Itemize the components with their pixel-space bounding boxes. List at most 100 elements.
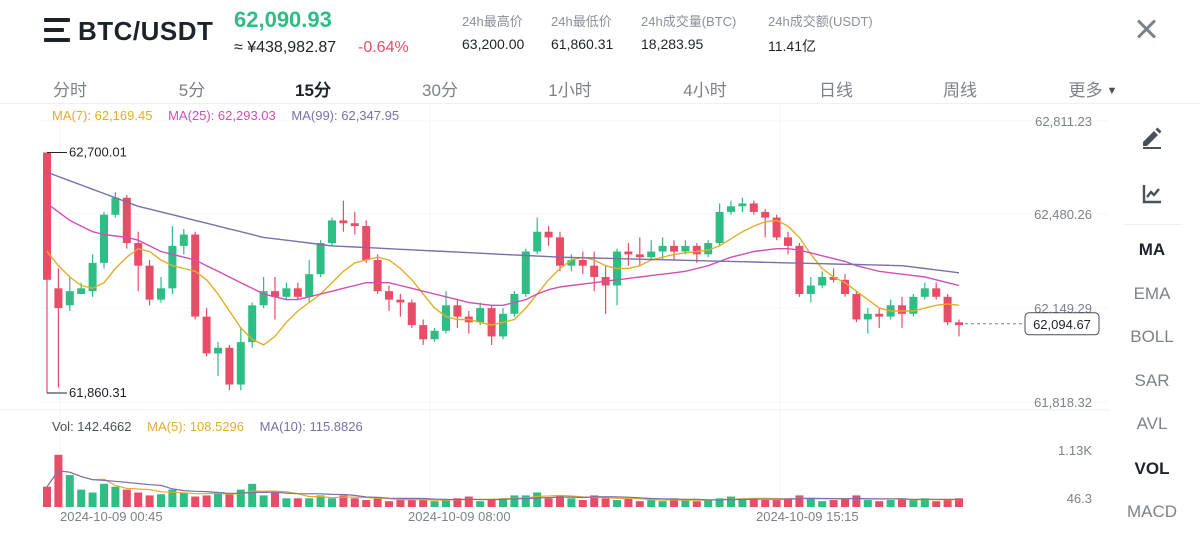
volume-bar (544, 498, 553, 507)
change-percent: -0.64% (358, 39, 409, 56)
indicator-sar[interactable]: SAR (1134, 371, 1170, 390)
volume-bar (453, 498, 462, 507)
volume-bar (111, 486, 120, 507)
vol-ma5-legend: MA(5): 108.5296 (147, 419, 244, 434)
volume-bar (898, 498, 906, 507)
candle-body (932, 288, 941, 297)
candle-body (841, 279, 849, 294)
indicator-ema[interactable]: EMA (1133, 284, 1171, 303)
volume-bar (510, 495, 519, 507)
volume-bar (704, 500, 713, 507)
ma99-legend: MA(99): 62,347.95 (291, 108, 400, 123)
volume-bar (157, 494, 165, 507)
ma7-line (46, 219, 960, 346)
tab-1d[interactable]: 日线 (819, 76, 853, 101)
candle-body (909, 296, 918, 314)
candle-body (316, 243, 325, 275)
candle-body (305, 274, 314, 297)
indicator-avl[interactable]: AVL (1136, 414, 1168, 433)
volume-bar (556, 495, 564, 507)
candle-body (806, 285, 815, 294)
candle-body (499, 313, 507, 337)
pair-title[interactable]: BTC/USDT (78, 16, 214, 46)
candle-body (658, 245, 667, 252)
draw-tool-button[interactable] (1124, 124, 1180, 155)
stat-value: 63,200.00 (462, 36, 525, 52)
header: BTC/USDT 62,090.93 ≈ ¥438,982.87 -0.64% … (0, 0, 1200, 68)
candle-body (567, 260, 576, 266)
volume-bar (521, 495, 530, 507)
candle-body (157, 288, 165, 300)
volume-legend: Vol: 142.4662 MA(5): 108.5296 MA(10): 11… (52, 419, 375, 434)
volume-bar (225, 494, 234, 507)
candle-body (578, 260, 587, 266)
tab-5m[interactable]: 5分 (179, 76, 205, 101)
indicator-ma[interactable]: MA (1138, 240, 1166, 259)
tab-1w[interactable]: 周线 (943, 76, 977, 101)
volume-bar (145, 495, 154, 507)
indicator-macd[interactable]: MACD (1126, 502, 1178, 521)
candle-body (556, 237, 564, 266)
candle-body (179, 234, 188, 246)
tab-15m[interactable]: 15分 (295, 76, 331, 101)
current-price-label: 62,094.67 (1033, 317, 1091, 332)
volume-bar (578, 500, 587, 507)
candle-body (100, 214, 108, 263)
cny-price: ≈ ¥438,982.87 (234, 39, 337, 56)
volume-bar (293, 498, 302, 507)
candle-body (521, 251, 530, 294)
volume-bar (749, 498, 758, 507)
candle-body (784, 237, 792, 246)
menu-icon[interactable] (44, 18, 70, 42)
volume-bar (248, 483, 257, 507)
kline-chart[interactable]: 62,811.23 62,480.26 62,149.29 61,818.32 62,7… (0, 104, 1110, 524)
volume-bar (88, 492, 97, 507)
candle-body (430, 330, 439, 340)
volume-bar (590, 495, 599, 507)
candle-body (419, 325, 428, 340)
indicator-vol[interactable]: VOL (1134, 459, 1170, 478)
last-price: 62,090.93 (234, 7, 332, 32)
chart-settings-button[interactable] (1124, 182, 1180, 211)
ma7-legend: MA(7): 62,169.45 (52, 108, 153, 123)
candle-body (761, 211, 770, 218)
volume-bar (829, 500, 838, 507)
volume-bar (282, 498, 291, 507)
volume-bar (168, 489, 177, 507)
volume-bar (932, 501, 941, 507)
volume-bar (487, 500, 496, 507)
candle-body (88, 262, 97, 292)
candle-body (385, 291, 393, 300)
tab-timeline[interactable]: 分时 (53, 76, 87, 101)
tab-label: 4小时 (683, 81, 727, 100)
tab-30m[interactable]: 30分 (422, 76, 458, 101)
volume-bar (385, 501, 393, 507)
candle-body (692, 245, 701, 255)
candle-body (145, 265, 154, 300)
candle-body (863, 313, 872, 320)
pencil-icon (1143, 127, 1162, 149)
volume-bar (362, 500, 371, 507)
volume-bar (499, 498, 507, 507)
candle-body (624, 251, 633, 255)
volume-bar (624, 498, 633, 507)
indicator-boll[interactable]: BOLL (1130, 327, 1174, 346)
candle-body (738, 203, 747, 207)
candle-body (54, 288, 63, 309)
tab-1h[interactable]: 1小时 (548, 76, 591, 101)
candle-body (442, 305, 450, 331)
tab-more[interactable]: 更多 ▼ (1069, 76, 1118, 101)
candle-body (134, 243, 143, 266)
close-icon[interactable] (1135, 18, 1157, 40)
candle-body (328, 220, 336, 244)
candle-body (453, 305, 462, 317)
stat-label: 24h成交额(USDT) (768, 14, 873, 29)
volume-axis-label: 1.13K (1058, 443, 1092, 458)
candle-body (111, 197, 120, 215)
candle-body (943, 296, 952, 323)
candle-body (248, 305, 257, 343)
volume-bar (54, 454, 63, 507)
candle-body (749, 203, 758, 212)
tab-4h[interactable]: 4小时 (683, 76, 726, 101)
candle-body (487, 308, 496, 337)
